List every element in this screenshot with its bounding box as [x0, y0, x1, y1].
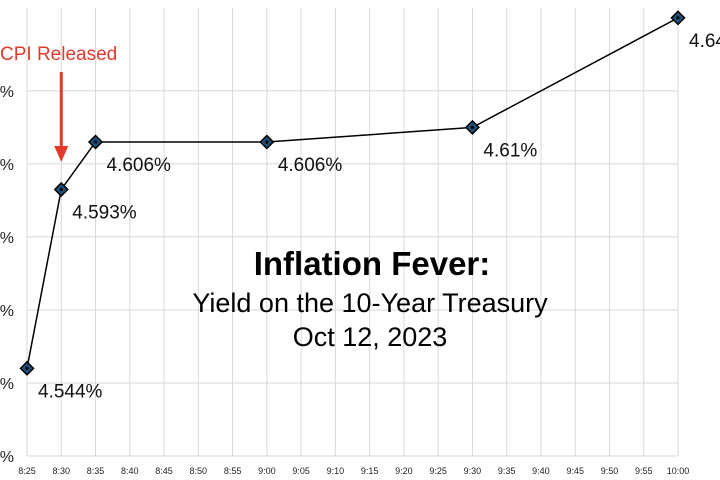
x-tick-label: 9:20 — [395, 466, 413, 476]
annotation-arrow-head — [54, 146, 69, 162]
data-labels: 4.544% 4.593% 4.606% 4.606% 4.61% 4.64% — [38, 31, 720, 403]
series-line-path — [26, 17, 679, 369]
x-tick-label: 9:40 — [532, 466, 550, 476]
chart-title: Inflation Fever: — [254, 245, 491, 282]
series-line — [26, 17, 679, 369]
x-tick-label: 9:00 — [258, 466, 276, 476]
x-tick-label: 8:55 — [224, 466, 242, 476]
x-tick-label: 8:30 — [52, 466, 70, 476]
x-tick-label: 9:15 — [361, 466, 379, 476]
x-tick-label: 8:35 — [87, 466, 105, 476]
x-tick-label: 8:50 — [190, 466, 208, 476]
x-tick-label: 9:55 — [635, 466, 653, 476]
x-tick-label: 9:30 — [464, 466, 482, 476]
x-tick-label: 9:05 — [292, 466, 310, 476]
chart-subtitle-line2: Oct 12, 2023 — [293, 322, 448, 352]
x-tick-label: 9:35 — [498, 466, 516, 476]
y-tick-label: % — [0, 303, 14, 320]
x-tick-label: 8:40 — [121, 466, 139, 476]
data-label: 4.593% — [72, 202, 137, 223]
y-tick-label: % — [0, 449, 14, 466]
data-point-center — [470, 125, 475, 129]
x-tick-label: 9:10 — [327, 466, 345, 476]
data-point-center — [93, 140, 98, 144]
chart-subtitle-line1: Yield on the 10-Year Treasury — [192, 288, 548, 318]
y-axis-ticks: %%%%%% — [0, 84, 14, 466]
x-tick-label: 10:00 — [667, 466, 690, 476]
data-point-center — [676, 16, 680, 20]
x-tick-label: 8:45 — [155, 466, 173, 476]
data-point-center — [25, 366, 29, 370]
chart-title-block: Inflation Fever: Yield on the 10-Year Tr… — [192, 245, 548, 352]
x-tick-label: 8:25 — [18, 466, 36, 476]
grid — [26, 8, 679, 457]
y-tick-label: % — [0, 84, 14, 101]
data-label: 4.544% — [38, 381, 103, 402]
data-point-center — [59, 187, 63, 192]
data-label: 4.606% — [278, 155, 343, 176]
x-tick-label: 9:50 — [601, 466, 619, 476]
y-tick-label: % — [0, 157, 14, 174]
data-label: 4.61% — [483, 140, 537, 161]
data-point-center — [265, 140, 269, 144]
data-label: 4.606% — [107, 155, 172, 176]
x-tick-label: 9:45 — [566, 466, 584, 476]
series-points — [19, 10, 686, 376]
y-tick-label: % — [0, 230, 14, 247]
x-axis-ticks: 8:25 8:30 8:35 8:40 8:45 8:50 8:55 9:00 9:05 9:10… — [18, 466, 689, 476]
x-tick-label: 9:25 — [429, 466, 447, 476]
y-tick-label: % — [0, 376, 14, 393]
data-label: 4.64% — [689, 31, 720, 52]
annotation-label: CPI Released — [0, 44, 117, 65]
annotation: CPI Released — [0, 44, 117, 162]
